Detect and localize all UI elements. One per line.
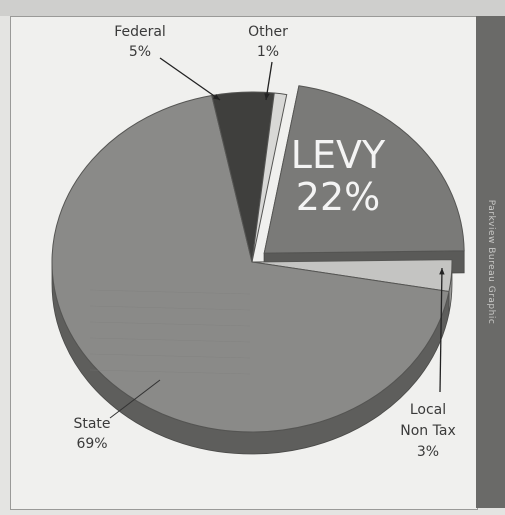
texture-line (89, 289, 251, 295)
leader-lines (109, 57, 445, 419)
slice-value-levy: 22% (296, 175, 380, 219)
texture-line (89, 337, 251, 343)
pie-tops (51, 85, 465, 433)
leader-other-arrow (264, 93, 270, 100)
pie-slice-levy (263, 85, 465, 254)
top-strip (0, 0, 505, 16)
slice-value-other: 1% (257, 44, 279, 60)
leader-local-arrow (439, 268, 445, 275)
leader-federal-arrow (213, 94, 220, 100)
texture-line (89, 353, 251, 359)
leader-local (439, 267, 443, 393)
texture-line (89, 369, 251, 375)
leader-state (109, 379, 161, 419)
leader-federal (159, 57, 221, 101)
slice-label-local-1: Local (410, 402, 446, 418)
slice-label-federal: Federal (114, 24, 166, 40)
side-bar (476, 16, 505, 508)
texture-line (89, 321, 251, 327)
pie-slice-other (251, 92, 288, 263)
slice-label-state: State (73, 416, 110, 432)
slice-label-local-2: Non Tax (400, 423, 455, 439)
slice-value-state: 69% (76, 436, 107, 452)
slice-label-other: Other (248, 24, 288, 40)
slice-label-levy: LEVY (291, 133, 386, 177)
pie-slice-state (51, 94, 450, 433)
slice-value-local: 3% (417, 444, 439, 460)
slice-value-federal: 5% (129, 44, 151, 60)
texture-line (89, 305, 251, 311)
